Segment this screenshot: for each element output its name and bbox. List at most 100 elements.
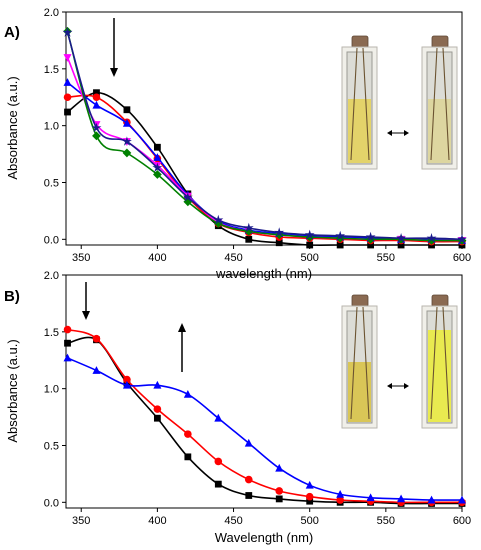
data-point (336, 241, 344, 249)
y-tick-label: 1.5 (44, 327, 59, 339)
panel-a-ticks: 350 400 450 500 550 600 0.0 0.5 1.0 1.5 2.0 (44, 7, 471, 264)
data-point (63, 325, 72, 334)
panel-a-arrow-head (110, 68, 118, 77)
cuvette-electrode (430, 306, 450, 420)
panel-a-exchange-arrow (387, 130, 409, 136)
data-point (153, 380, 162, 389)
x-tick-label: 450 (224, 515, 242, 527)
data-point (214, 480, 222, 488)
data-point (63, 353, 72, 362)
data-point (305, 492, 314, 501)
data-point (92, 366, 101, 374)
data-point (457, 234, 467, 244)
panel-a-trend-arrow (110, 18, 118, 77)
cuvette-cap (351, 35, 369, 49)
data-point (397, 494, 406, 503)
panel-b-y-axis-title: Absorbance (a.u.) (5, 339, 20, 442)
series-5 (63, 26, 467, 245)
panel-a-series (62, 26, 467, 249)
panel-b-cuvette-after (421, 294, 458, 429)
data-point (244, 226, 254, 236)
panel-b-exchange-arrow (387, 383, 409, 389)
data-point (306, 497, 314, 505)
series-line (67, 357, 463, 501)
data-point (427, 495, 436, 504)
data-point (245, 492, 253, 499)
exchange-head-left (387, 383, 392, 389)
data-point (64, 339, 71, 347)
data-point (152, 162, 163, 172)
data-point (153, 143, 161, 151)
y-tick-label: 2.0 (44, 270, 59, 282)
data-point (153, 405, 162, 413)
panel-b-arrow-up-head (178, 323, 186, 332)
x-tick-label: 350 (72, 252, 90, 264)
panel-b-ticks: 350 400 450 500 550 600 0.0 0.5 1.0 1.5 2.0 (44, 270, 471, 527)
data-point (335, 230, 346, 241)
data-point (152, 170, 162, 179)
series-1 (64, 336, 466, 507)
data-point (275, 495, 283, 503)
data-point (365, 231, 376, 242)
series-2 (63, 93, 466, 246)
data-point (336, 489, 345, 498)
data-point (62, 27, 73, 37)
data-point (336, 496, 344, 504)
data-point (367, 241, 375, 249)
series-1 (64, 89, 466, 249)
panel-b-trend-arrow-up (178, 323, 186, 372)
exchange-head-left (387, 130, 392, 136)
cuvette-cap (431, 294, 449, 308)
data-point (458, 495, 466, 504)
data-point (93, 89, 100, 97)
panel-b-x-axis-title: Wavelength (nm) (215, 530, 314, 545)
data-point (275, 239, 283, 247)
series-2 (63, 325, 466, 507)
x-tick-label: 550 (377, 252, 395, 264)
x-tick-label: 600 (453, 252, 471, 264)
data-point (184, 430, 192, 438)
panel-a-plot-frame (65, 11, 463, 246)
panel-a-chart: A) Absorbance (a.u.) wavelength (nm) 350… (4, 7, 471, 281)
data-point (214, 457, 223, 466)
data-point (274, 230, 284, 240)
data-point (183, 389, 192, 398)
data-point (122, 148, 132, 158)
series-line (67, 328, 462, 504)
data-point (92, 93, 101, 102)
series-line (67, 91, 462, 246)
x-tick-label: 600 (453, 515, 471, 527)
panel-b-trend-arrow-down (82, 282, 90, 320)
data-point (122, 118, 131, 127)
data-point (123, 106, 131, 114)
data-point (91, 122, 102, 133)
panel-b-cuvette-before (341, 294, 378, 429)
panel-a-cuvette-before (341, 35, 378, 170)
series-line (67, 81, 463, 242)
data-point (122, 136, 132, 146)
data-point (182, 192, 193, 202)
x-tick-label: 450 (224, 252, 242, 264)
series-4 (63, 54, 466, 245)
data-point (396, 233, 406, 243)
data-point (153, 153, 162, 161)
cuvette-electrode (430, 47, 450, 161)
panel-a-x-axis-title: wavelength (nm) (215, 266, 312, 281)
panel-b-series (63, 325, 466, 507)
y-tick-label: 0.5 (44, 177, 59, 189)
cuvette-electrode (350, 47, 370, 161)
data-point (426, 233, 437, 243)
data-point (122, 380, 131, 389)
panel-b-label: B) (4, 288, 20, 305)
y-tick-label: 1.0 (44, 384, 59, 396)
panel-b-plot-frame (65, 274, 463, 509)
data-point (275, 487, 284, 495)
series-line (66, 31, 463, 242)
panel-b-chart: B) Absorbance (a.u.) Wavelength (nm) 350… (4, 270, 471, 545)
panel-b-arrow-down-head (82, 311, 90, 320)
data-point (63, 93, 72, 102)
data-point (153, 414, 161, 422)
data-point (245, 235, 253, 243)
series-6 (62, 27, 467, 244)
